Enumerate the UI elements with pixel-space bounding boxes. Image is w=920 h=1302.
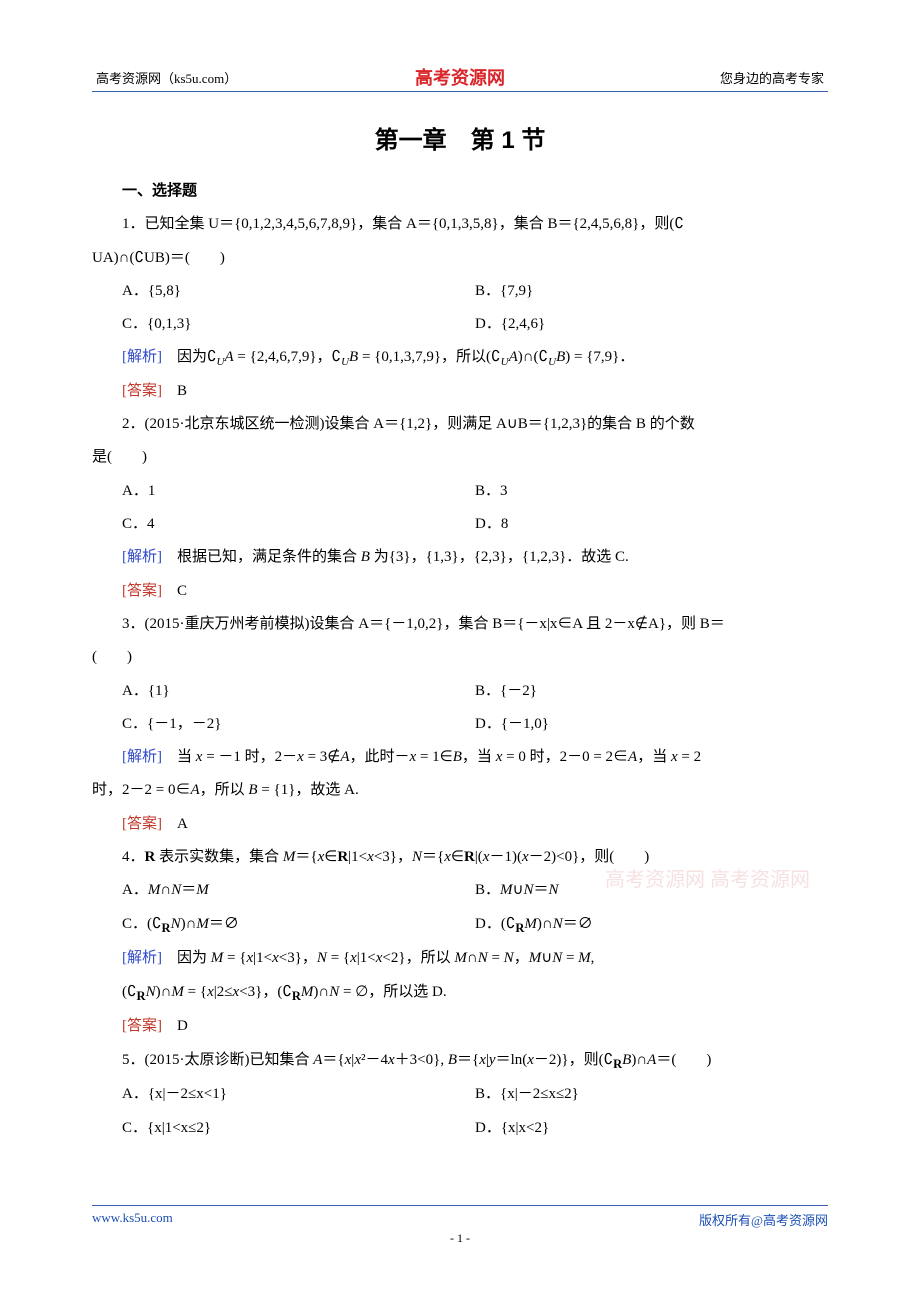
header-right: 您身边的高考专家 xyxy=(720,68,824,87)
footer-copyright: 版权所有@高考资源网 xyxy=(699,1210,828,1229)
header-left: 高考资源网（ks5u.com） xyxy=(96,68,237,87)
q2-opts-row2: C．4 D．8 xyxy=(92,508,828,541)
q3-line2: ( ) xyxy=(92,641,828,674)
q3-optA: A．{1} xyxy=(122,675,475,708)
q1-opts-row2: C．{0,1,3} D．{2,4,6} xyxy=(92,308,828,341)
q1-opts-row1: A．{5,8} B．{7,9} xyxy=(92,275,828,308)
q3-analysis-text1: 当 x = －1 时，2－x = 3∉A，此时－x = 1∈B，当 x = 0 … xyxy=(162,749,701,765)
q1-analysis: [解析] 因为∁UA = {2,4,6,7,9}，∁UB = {0,1,3,7,… xyxy=(92,341,828,374)
q4-answer: [答案] D xyxy=(92,1010,828,1043)
q4-analysis-l1: [解析] 因为 M = {x|1<x<3}，N = {x|1<x<2}，所以 M… xyxy=(92,942,828,975)
q5-line1: 5．(2015·太原诊断)已知集合 A＝{x|x²－4x＋3<0}, B＝{x|… xyxy=(92,1044,828,1079)
q2-answer: [答案] C xyxy=(92,575,828,608)
q3-answer: [答案] A xyxy=(92,808,828,841)
q1-optB: B．{7,9} xyxy=(475,275,828,308)
q4-opts-row1: A．M∩N＝M B．M∪N＝N xyxy=(92,874,828,907)
q2-optA: A．1 xyxy=(122,475,475,508)
q2-analysis: [解析] 根据已知，满足条件的集合 B 为{3}，{1,3}，{2,3}，{1,… xyxy=(92,541,828,574)
q1-optD: D．{2,4,6} xyxy=(475,308,828,341)
q1-line2: UA)∩(∁UB)＝( ) xyxy=(92,242,828,275)
section-heading: 一、选择题 xyxy=(92,175,828,208)
q4-line1: 4．R 表示实数集，集合 M＝{x∈R|1<x<3}，N＝{x∈R|(x－1)(… xyxy=(92,841,828,874)
footer-rule xyxy=(92,1205,828,1206)
q2-opts-row1: A．1 B．3 xyxy=(92,475,828,508)
q4-optA: A．M∩N＝M xyxy=(122,874,475,907)
page-footer: www.ks5u.com 版权所有@高考资源网 - 1 - xyxy=(92,1205,828,1246)
q1-analysis-text: 因为∁UA = {2,4,6,7,9}，∁UB = {0,1,3,7,9}，所以… xyxy=(162,349,634,365)
q3-opts-row1: A．{1} B．{－2} xyxy=(92,675,828,708)
q3-analysis-l1: [解析] 当 x = －1 时，2－x = 3∉A，此时－x = 1∈B，当 x… xyxy=(92,741,828,774)
q2-line1: 2．(2015·北京东城区统一检测)设集合 A＝{1,2}，则满足 A∪B＝{1… xyxy=(92,408,828,441)
q1-optA: A．{5,8} xyxy=(122,275,475,308)
q5-optC: C．{x|1<x≤2} xyxy=(122,1112,475,1145)
q1-optC: C．{0,1,3} xyxy=(122,308,475,341)
footer-url: www.ks5u.com xyxy=(92,1210,173,1229)
q2-optC: C．4 xyxy=(122,508,475,541)
q4-opts-row2: C．(∁RN)∩M＝∅ D．(∁RM)∩N＝∅ xyxy=(92,908,828,943)
q2-optB: B．3 xyxy=(475,475,828,508)
q2-optD: D．8 xyxy=(475,508,828,541)
footer-page-number: - 1 - xyxy=(92,1231,828,1246)
q5-optB: B．{x|－2≤x≤2} xyxy=(475,1078,828,1111)
analysis-label: [解析] xyxy=(122,549,162,565)
header-rule xyxy=(92,91,828,92)
q5-opts-row1: A．{x|－2≤x<1} B．{x|－2≤x≤2} xyxy=(92,1078,828,1111)
answer-label: [答案] xyxy=(122,583,162,599)
q3-analysis-l2: 时，2－2 = 0∈A，所以 B = {1}，故选 A. xyxy=(92,774,828,807)
analysis-label: [解析] xyxy=(122,749,162,765)
q4-analysis-l2: (∁RN)∩M = {x|2≤x<3}，(∁RM)∩N = ∅，所以选 D. xyxy=(92,976,828,1011)
analysis-label: [解析] xyxy=(122,950,162,966)
header-brand: 高考资源网 xyxy=(415,64,505,90)
q3-optB: B．{－2} xyxy=(475,675,828,708)
q5-optA: A．{x|－2≤x<1} xyxy=(122,1078,475,1111)
answer-label: [答案] xyxy=(122,816,162,832)
q3-opts-row2: C．{－1，－2} D．{－1,0} xyxy=(92,708,828,741)
q5-opts-row2: C．{x|1<x≤2} D．{x|x<2} xyxy=(92,1112,828,1145)
q2-analysis-text: 根据已知，满足条件的集合 B 为{3}，{1,3}，{2,3}，{1,2,3}．… xyxy=(162,549,629,565)
answer-label: [答案] xyxy=(122,1018,162,1034)
q3-line1: 3．(2015·重庆万州考前模拟)设集合 A＝{－1,0,2}，集合 B＝{－x… xyxy=(92,608,828,641)
q5-optD: D．{x|x<2} xyxy=(475,1112,828,1145)
content-body: 一、选择题 1．已知全集 U＝{0,1,2,3,4,5,6,7,8,9}，集合 … xyxy=(92,175,828,1145)
q4-optB: B．M∪N＝N xyxy=(475,874,828,907)
q3-optC: C．{－1，－2} xyxy=(122,708,475,741)
q1-answer: [答案] B xyxy=(92,375,828,408)
answer-label: [答案] xyxy=(122,383,162,399)
q2-line2: 是( ) xyxy=(92,441,828,474)
q3-optD: D．{－1,0} xyxy=(475,708,828,741)
q1-line1: 1．已知全集 U＝{0,1,2,3,4,5,6,7,8,9}，集合 A＝{0,1… xyxy=(92,208,828,241)
q4-optD: D．(∁RM)∩N＝∅ xyxy=(475,908,828,943)
chapter-title: 第一章 第 1 节 xyxy=(92,120,828,155)
q4-optC: C．(∁RN)∩M＝∅ xyxy=(122,908,475,943)
analysis-label: [解析] xyxy=(122,349,162,365)
